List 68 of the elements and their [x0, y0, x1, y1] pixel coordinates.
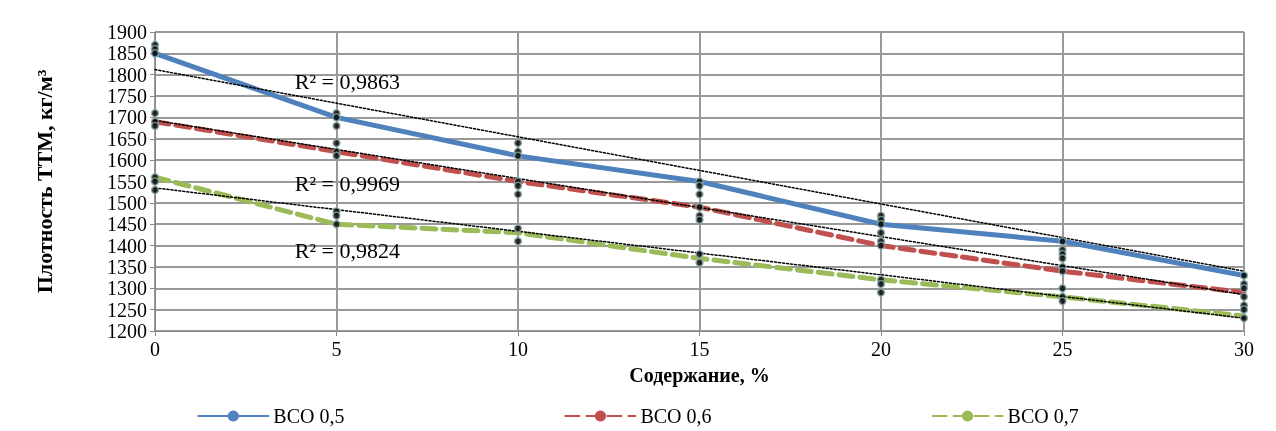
point	[1058, 254, 1067, 263]
x-tick-label: 30	[1234, 338, 1254, 360]
point	[332, 138, 341, 148]
x-tick-label: 10	[508, 338, 528, 360]
y-tick-label: 1350	[107, 255, 147, 278]
y-tick-label: 1400	[107, 234, 147, 257]
point	[1239, 305, 1249, 314]
point	[695, 249, 704, 259]
point	[1058, 237, 1067, 246]
point	[876, 241, 886, 250]
point	[695, 215, 704, 225]
point	[695, 181, 704, 191]
point	[150, 185, 160, 195]
point	[513, 138, 523, 148]
y-tick-label: 1450	[107, 213, 147, 236]
legend-label: ВСО 0,5	[273, 405, 345, 427]
point	[1239, 313, 1249, 323]
y-tick-label: 1300	[107, 277, 147, 300]
legend-label: ВСО 0,6	[640, 405, 712, 427]
point	[150, 177, 160, 186]
point	[150, 121, 160, 131]
point	[695, 202, 704, 212]
x-tick-label: 5	[331, 338, 342, 360]
point	[1058, 296, 1067, 306]
point	[513, 190, 523, 199]
y-tick-label: 1850	[107, 42, 147, 65]
y-tick-label: 1650	[107, 127, 147, 150]
x-tick-label: 20	[871, 338, 891, 360]
point	[695, 258, 704, 267]
annotation: R² = 0,9824	[294, 238, 400, 264]
y-axis-title: Плотность ТТМ, кг/м³	[31, 69, 57, 294]
point	[332, 113, 341, 122]
y-tick-label: 1200	[107, 320, 147, 342]
y-tick-label: 1500	[107, 191, 147, 214]
y-tick-label: 1800	[107, 63, 147, 86]
x-tick-label: 25	[1052, 338, 1073, 360]
point	[1058, 266, 1067, 276]
point	[513, 224, 523, 233]
point	[876, 219, 886, 229]
legend-label: ВСО 0,7	[1007, 405, 1079, 427]
point	[876, 288, 886, 297]
point	[1239, 292, 1249, 302]
x-tick-label: 0	[150, 338, 160, 360]
point	[150, 49, 160, 58]
point	[1239, 284, 1249, 293]
point	[513, 181, 523, 191]
point	[332, 211, 341, 220]
y-tick-label: 1600	[107, 149, 147, 172]
y-tick-label: 1750	[107, 85, 147, 108]
point	[332, 151, 341, 161]
y-tick-label: 1550	[107, 170, 147, 193]
point	[1058, 284, 1067, 293]
point	[513, 151, 523, 161]
point	[332, 121, 341, 131]
x-tick-label: 15	[689, 338, 710, 360]
point	[876, 228, 886, 238]
point	[513, 237, 523, 246]
point	[876, 279, 886, 289]
y-tick-label: 1250	[107, 298, 147, 321]
x-axis-title: Содержание, %	[629, 364, 770, 387]
point	[332, 219, 341, 229]
point	[1239, 271, 1249, 280]
annotation: R² = 0,9863	[294, 68, 400, 94]
y-tick-label: 1900	[107, 21, 147, 43]
y-tick-label: 1700	[107, 106, 147, 129]
point	[150, 108, 160, 118]
point	[695, 190, 704, 199]
annotation: R² = 0,9969	[294, 170, 400, 196]
